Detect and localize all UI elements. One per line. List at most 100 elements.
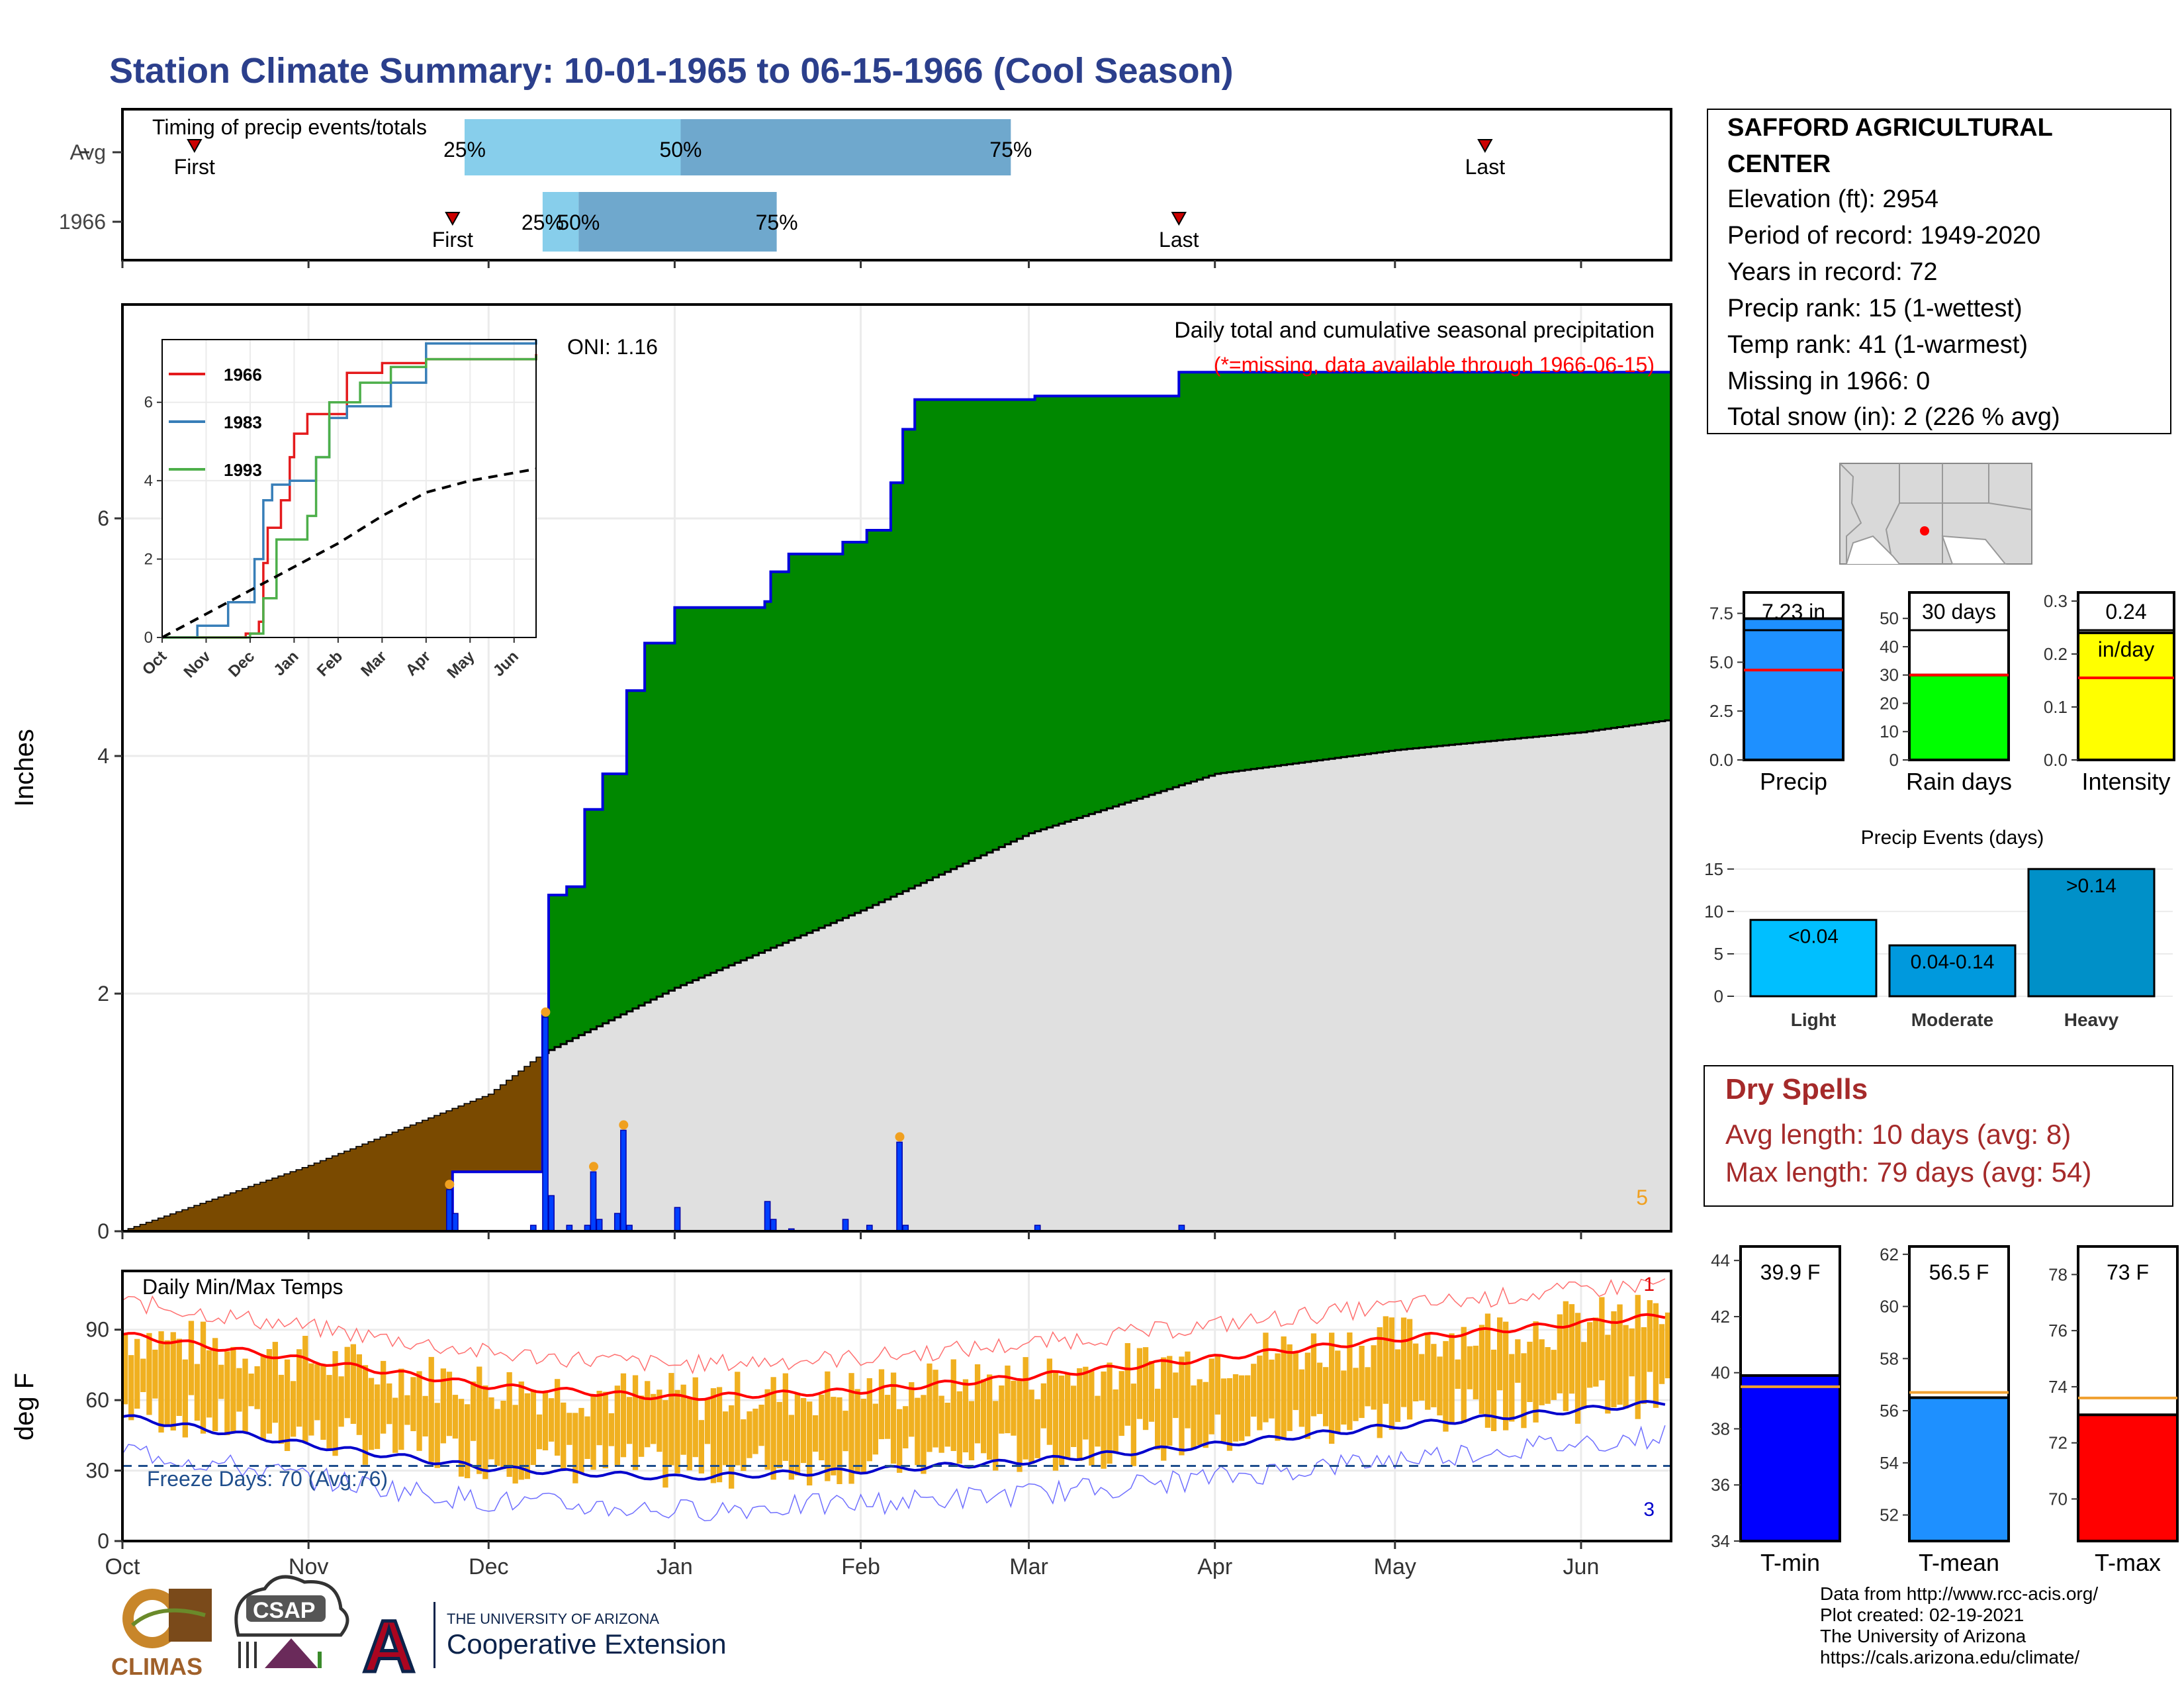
- temp-count-bottom: 3: [1643, 1499, 1655, 1521]
- temp-ytick-label: 30: [85, 1459, 109, 1483]
- daily-temp-bar: [921, 1395, 927, 1474]
- daily-temp-bar: [698, 1420, 704, 1474]
- daily-temp-bar: [1142, 1347, 1149, 1430]
- daily-temp-bar: [788, 1415, 794, 1480]
- inset-ytick-label: 2: [144, 551, 153, 569]
- events-ytick-label: 5: [1714, 944, 1723, 964]
- daily-temp-bar: [555, 1379, 561, 1456]
- daily-temp-bar: [1539, 1339, 1545, 1405]
- daily-temp-bar: [1077, 1368, 1083, 1461]
- daily-precip-bar: [674, 1207, 681, 1232]
- temp-summary-ytick-label: 56: [1880, 1401, 1899, 1421]
- daily-temp-bar: [1533, 1321, 1539, 1423]
- daily-precip-bar: [842, 1219, 849, 1232]
- daily-temp-bar: [878, 1369, 885, 1440]
- daily-temp-bar: [1664, 1312, 1671, 1379]
- daily-temp-bar: [1400, 1317, 1407, 1407]
- daily-temp-bar: [1455, 1359, 1461, 1389]
- daily-temp-bar: [182, 1359, 188, 1438]
- daily-temp-bar: [956, 1391, 962, 1464]
- temp-summary-ytick-label: 76: [2048, 1321, 2068, 1340]
- daily-temp-bar: [1569, 1304, 1575, 1394]
- daily-temp-bar: [146, 1333, 152, 1415]
- daily-temp-bar: [1118, 1371, 1124, 1436]
- temp-summary-tmean: 56.5 F 52 54 56 58 60 62 T-mean: [1880, 1244, 2010, 1576]
- daily-temp-bar: [1443, 1340, 1449, 1432]
- credit-url: https://cals.arizona.edu/climate/: [1820, 1647, 2080, 1667]
- daily-temp-bar: [1509, 1354, 1515, 1422]
- daily-temp-bar: [1257, 1355, 1263, 1430]
- daily-temp-bar: [549, 1398, 555, 1442]
- temp-summary-ytick-label: 58: [1880, 1348, 1899, 1368]
- daily-temp-bar: [465, 1404, 471, 1479]
- daily-temp-bar: [1490, 1349, 1497, 1431]
- temp-summary-value: 56.5 F: [1929, 1260, 1989, 1284]
- summary-bar-ytick-label: 5.0: [1709, 652, 1733, 672]
- daily-temp-bar: [1365, 1367, 1371, 1407]
- ua-logo: A THE UNIVERSITY OF ARIZONA Cooperative …: [361, 1602, 727, 1688]
- daily-temp-bar: [716, 1387, 723, 1483]
- daily-temp-bar: [692, 1377, 698, 1458]
- daily-temp-bar: [1107, 1362, 1113, 1464]
- temp-ylabel: deg F: [10, 1373, 39, 1440]
- daily-temp-bar: [729, 1405, 735, 1489]
- precip-ytick-label: 4: [97, 744, 109, 768]
- daily-temp-bar: [500, 1401, 506, 1470]
- daily-temp-bar: [981, 1379, 987, 1454]
- daily-precip-marker: [895, 1132, 905, 1142]
- summary-bar-ytick-label: 10: [1880, 722, 1899, 741]
- daily-temp-bar: [440, 1368, 446, 1444]
- daily-temp-bar: [572, 1413, 578, 1483]
- daily-temp-bar: [1148, 1360, 1155, 1422]
- month-label: Apr: [1197, 1554, 1232, 1579]
- station-years: Years in record: 72: [1727, 258, 1938, 286]
- location-map: [1839, 463, 2032, 565]
- daily-temp-bar: [1425, 1333, 1431, 1410]
- daily-temp-bar: [1413, 1343, 1419, 1401]
- daily-precip-bar: [452, 1213, 459, 1232]
- daily-temp-bar: [842, 1411, 848, 1452]
- daily-temp-bar: [338, 1376, 344, 1427]
- inset-series-1993: [162, 355, 537, 639]
- daily-temp-bar: [434, 1403, 440, 1468]
- daily-temp-bar: [1353, 1368, 1359, 1421]
- daily-temp-bar: [872, 1403, 878, 1455]
- daily-temp-bar: [1449, 1333, 1455, 1425]
- daily-temp-bar: [1185, 1351, 1191, 1429]
- daily-temp-bar: [866, 1378, 872, 1462]
- daily-temp-bar: [1359, 1346, 1365, 1419]
- daily-temp-bar: [1515, 1339, 1521, 1383]
- month-label: Oct: [105, 1554, 140, 1579]
- daily-temp-bar: [218, 1364, 224, 1399]
- daily-temp-bar: [1545, 1347, 1551, 1404]
- summary-bar-ytick-label: 7.5: [1709, 604, 1733, 624]
- daily-temp-bar: [854, 1389, 860, 1472]
- daily-temp-bar: [1220, 1378, 1227, 1442]
- daily-temp-bar: [320, 1364, 326, 1440]
- daily-temp-bar: [1611, 1311, 1617, 1407]
- daily-temp-bar: [170, 1332, 176, 1430]
- daily-temp-bar: [230, 1346, 236, 1432]
- daily-temp-bar: [458, 1399, 465, 1477]
- summary-bar-value: 7.23 in: [1762, 600, 1825, 624]
- daily-temp-bar: [350, 1344, 356, 1424]
- missing-note: (*=missing, data available through 1966-…: [1214, 353, 1655, 377]
- daily-temp-bar: [741, 1419, 747, 1472]
- temp-summary-ytick-label: 38: [1711, 1419, 1730, 1438]
- daily-temp-bar: [1034, 1399, 1040, 1458]
- summary-bar-fill: [1908, 673, 2010, 761]
- timing-first-label: First: [432, 228, 473, 252]
- daily-temp-bar: [1028, 1389, 1034, 1464]
- daily-temp-bar: [272, 1342, 278, 1423]
- daily-temp-bar: [747, 1411, 752, 1458]
- inset-series-average: [161, 467, 537, 639]
- daily-temp-bar: [314, 1364, 320, 1421]
- ua-letter-mark: A: [363, 1606, 415, 1687]
- daily-temp-bar: [1161, 1357, 1167, 1461]
- daily-temp-bar: [471, 1382, 477, 1441]
- precip-corner-count: 5: [1636, 1186, 1648, 1209]
- daily-temp-bar: [422, 1395, 428, 1436]
- daily-temp-bar: [662, 1400, 668, 1488]
- daily-temp-bar: [561, 1402, 567, 1470]
